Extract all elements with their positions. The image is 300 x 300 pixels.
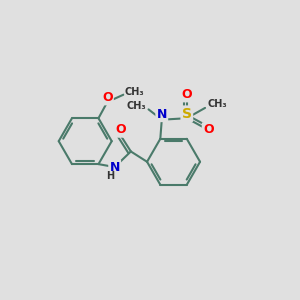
Text: CH₃: CH₃	[208, 99, 227, 110]
Text: S: S	[182, 107, 192, 121]
Text: N: N	[157, 108, 167, 121]
Text: O: O	[115, 124, 126, 136]
Text: H: H	[106, 172, 114, 182]
Text: O: O	[102, 91, 112, 104]
Text: O: O	[203, 124, 214, 136]
Text: O: O	[182, 88, 192, 101]
Text: CH₃: CH₃	[126, 101, 146, 111]
Text: N: N	[110, 160, 120, 174]
Text: CH₃: CH₃	[125, 87, 145, 97]
